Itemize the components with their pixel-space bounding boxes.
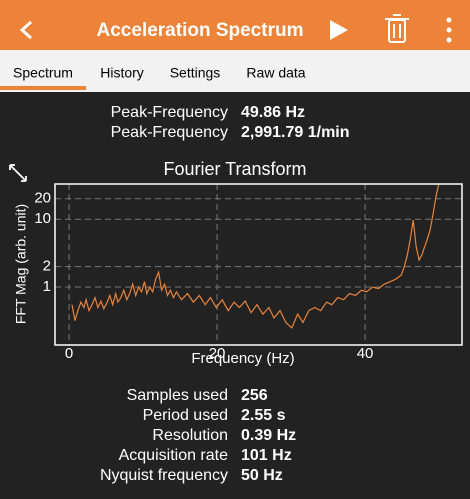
y-axis-label: FFT Mag (arb. unit)	[13, 204, 29, 324]
info-label: Samples used	[127, 387, 228, 404]
menu-button[interactable]	[446, 17, 452, 43]
plot-frame	[54, 183, 463, 346]
y-tick-label: 1	[43, 278, 51, 295]
y-tick-label: 10	[34, 210, 51, 227]
info-value: 49.86 Hz	[241, 104, 305, 121]
x-axis-label: Frequency (Hz)	[191, 350, 294, 367]
info-value: 256	[241, 387, 268, 404]
info-value: 101 Hz	[241, 447, 292, 464]
tab[interactable]: Raw data	[246, 65, 305, 81]
y-tick-label: 20	[34, 190, 51, 207]
info-value: 50 Hz	[241, 467, 283, 484]
app-title: Acceleration Spectrum	[97, 20, 304, 41]
tab-bar	[0, 50, 470, 92]
info-label: Period used	[143, 407, 228, 424]
tab[interactable]: Settings	[170, 65, 221, 81]
info-value: 0.39 Hz	[241, 427, 296, 444]
info-label: Acquisition rate	[119, 447, 228, 464]
expand-button[interactable]	[9, 164, 27, 182]
info-label: Nyquist frequency	[100, 467, 228, 484]
chart-title: Fourier Transform	[163, 159, 306, 179]
tab-indicator	[0, 86, 86, 90]
back-button[interactable]	[19, 20, 32, 40]
x-tick-label: 40	[357, 345, 374, 362]
play-button[interactable]	[330, 20, 348, 40]
tab[interactable]: History	[100, 65, 144, 81]
info-label: Peak-Frequency	[111, 124, 228, 141]
y-tick-label: 2	[43, 258, 51, 275]
spectrum-line	[71, 184, 440, 329]
info-label: Resolution	[152, 427, 228, 444]
info-label: Peak-Frequency	[111, 104, 228, 121]
info-value: 2.55 s	[241, 407, 286, 424]
tab[interactable]: Spectrum	[13, 65, 73, 81]
x-tick-label: 20	[209, 345, 226, 362]
delete-button[interactable]	[385, 14, 409, 43]
info-value: 2,991.79 1/min	[241, 124, 350, 141]
x-tick-label: 0	[65, 345, 73, 362]
